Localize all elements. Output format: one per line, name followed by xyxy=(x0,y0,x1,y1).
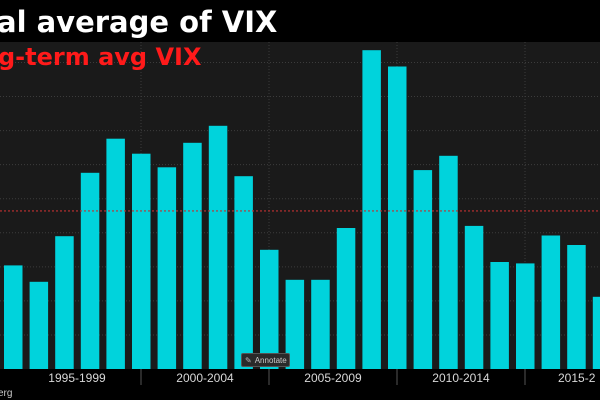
bar xyxy=(567,245,586,369)
bar xyxy=(260,249,279,369)
footer-band xyxy=(0,385,600,400)
title-bar xyxy=(0,0,600,42)
bar xyxy=(388,66,407,369)
source-label: erg xyxy=(0,388,12,399)
x-tick-label: 2010-2014 xyxy=(432,371,490,385)
bar xyxy=(80,172,100,369)
x-tick-label: 2000-2004 xyxy=(176,371,234,385)
bar xyxy=(208,125,228,369)
pencil-icon: ✎ xyxy=(245,356,252,365)
x-axis-ticks: 1995-1999 2000-2004 2005-2009 2010-2014 2015… xyxy=(48,369,596,385)
bar xyxy=(4,265,23,369)
annotate-label: Annotate xyxy=(254,356,287,365)
bar xyxy=(29,281,49,369)
x-tick-label: 2015-2 xyxy=(558,371,596,385)
x-tick-label: 2005-2009 xyxy=(304,371,362,385)
bar xyxy=(362,50,381,369)
bar xyxy=(234,176,253,369)
bar xyxy=(439,155,458,369)
bar xyxy=(592,296,600,369)
annotate-button[interactable]: ✎ Annotate xyxy=(241,353,290,367)
bar xyxy=(285,279,305,369)
bar xyxy=(541,235,561,369)
bars xyxy=(4,50,600,369)
x-tick-label: 1995-1999 xyxy=(48,371,106,385)
chart-title: al average of VIX xyxy=(0,5,277,39)
x-axis-band xyxy=(0,369,600,385)
chart-subtitle: g-term avg VIX xyxy=(0,43,202,71)
bar xyxy=(336,228,356,369)
bar xyxy=(106,138,125,369)
bar xyxy=(183,142,202,369)
bar xyxy=(132,153,151,369)
bar xyxy=(55,236,74,369)
bar xyxy=(464,225,484,369)
bar xyxy=(490,262,509,369)
bar xyxy=(413,170,433,369)
bar xyxy=(157,167,177,369)
bar xyxy=(516,263,535,369)
bar xyxy=(311,279,330,369)
